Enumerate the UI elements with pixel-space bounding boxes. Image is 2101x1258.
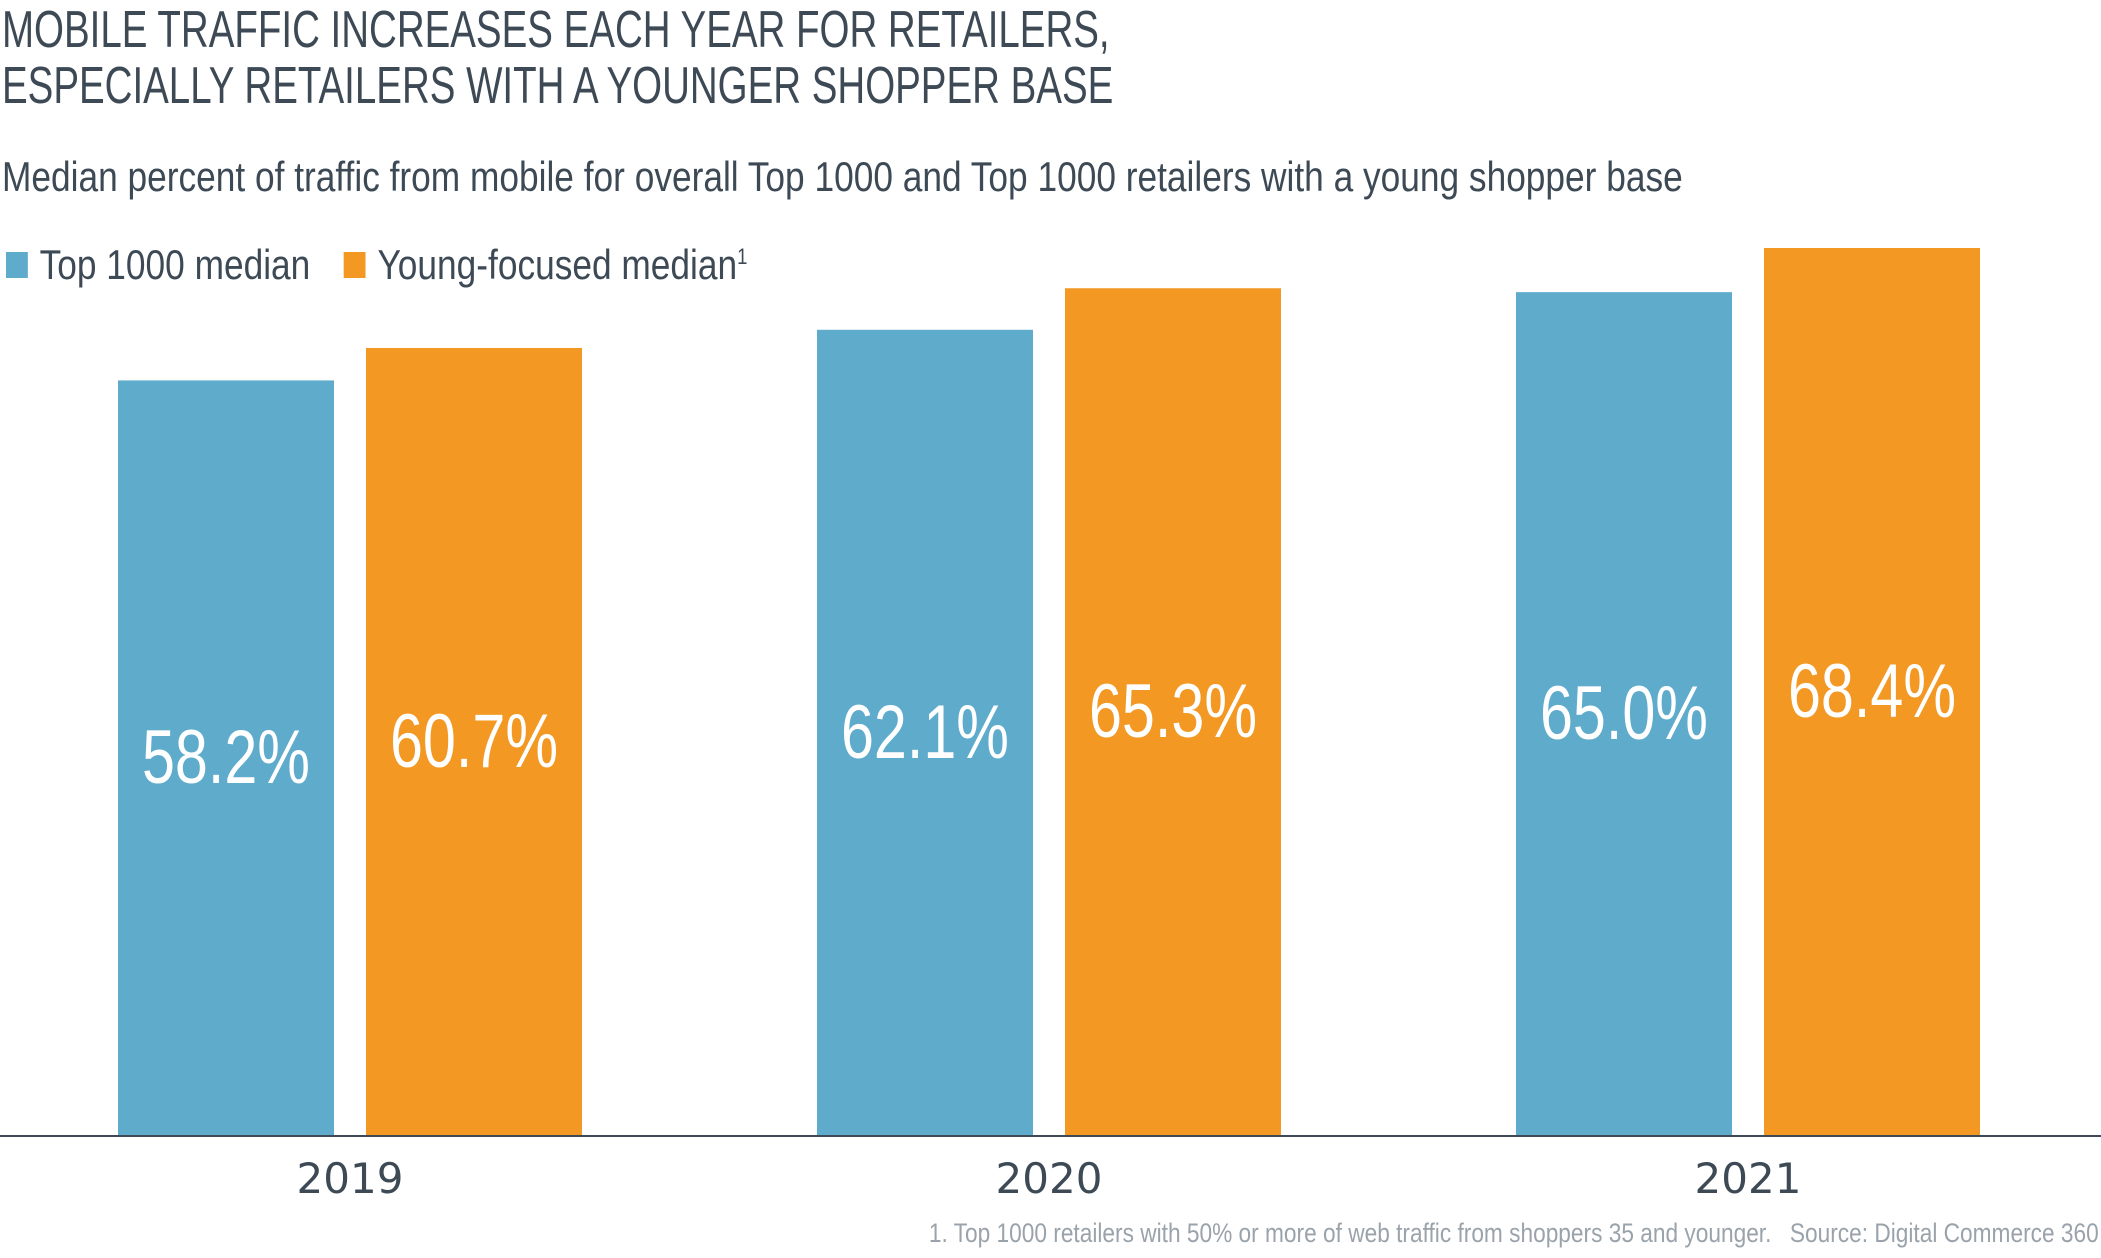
source-text: Source: Digital Commerce 360 xyxy=(1790,1218,2099,1248)
data-label-2020-young-focused: 65.3% xyxy=(1089,669,1257,754)
bar-chart: 58.2% 60.7% 2019 62.1% 65.3% 2020 65.0% 68.4% 20… xyxy=(0,248,2101,1200)
data-label-2019-top-1000: 58.2% xyxy=(142,715,310,800)
data-label-2019-young-focused: 60.7% xyxy=(390,699,558,784)
bar-2019-young-focused xyxy=(366,347,582,1136)
legend-item-young-focused: Young-focused median1 xyxy=(343,241,747,289)
data-label-2021-young-focused: 68.4% xyxy=(1788,649,1956,734)
legend-label-top-1000: Top 1000 median xyxy=(40,241,311,289)
chart-title-line-2: ESPECIALLY RETAILERS WITH A YOUNGER SHOP… xyxy=(2,57,1114,115)
legend: Top 1000 median Young-focused median1 xyxy=(6,240,781,290)
footnote: 1. Top 1000 retailers with 50% or more o… xyxy=(929,1218,2099,1249)
data-label-2021-top-1000: 65.0% xyxy=(1540,671,1708,756)
legend-swatch-young-focused xyxy=(343,252,366,278)
legend-text-young-focused: Young-focused median xyxy=(377,241,738,288)
legend-text-top-1000: Top 1000 median xyxy=(39,241,311,288)
legend-footnote-marker: 1 xyxy=(737,244,748,269)
chart-title: MOBILE TRAFFIC INCREASES EACH YEAR FOR R… xyxy=(2,2,1113,114)
bar-2020-young-focused xyxy=(1065,288,1281,1136)
bar-2021-top-1000 xyxy=(1516,292,1732,1136)
x-tick-label-2020: 2020 xyxy=(996,1154,1103,1200)
chart-subtitle: Median percent of traffic from mobile fo… xyxy=(2,153,1683,200)
legend-item-top-1000: Top 1000 median xyxy=(6,241,310,289)
legend-label-young-focused: Young-focused median1 xyxy=(377,241,747,289)
data-label-2020-top-1000: 62.1% xyxy=(841,690,1009,775)
chart-title-line-1: MOBILE TRAFFIC INCREASES EACH YEAR FOR R… xyxy=(2,1,1110,59)
bar-2019-top-1000 xyxy=(118,380,334,1137)
bar-2021-young-focused xyxy=(1764,248,1980,1136)
bar-2020-top-1000 xyxy=(817,329,1033,1137)
legend-swatch-top-1000 xyxy=(6,252,28,278)
footnote-text: 1. Top 1000 retailers with 50% or more o… xyxy=(929,1218,1772,1248)
x-tick-label-2021: 2021 xyxy=(1695,1154,1802,1200)
x-tick-label-2019: 2019 xyxy=(297,1154,404,1200)
